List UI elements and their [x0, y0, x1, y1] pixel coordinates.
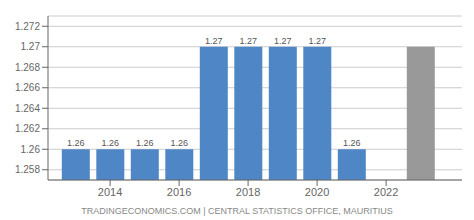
svg-text:2016: 2016 — [167, 186, 191, 198]
svg-text:1.27: 1.27 — [205, 36, 223, 46]
svg-text:1.27: 1.27 — [21, 41, 41, 52]
svg-text:1.26: 1.26 — [67, 138, 85, 148]
svg-text:2020: 2020 — [305, 186, 329, 198]
svg-text:1.262: 1.262 — [15, 123, 40, 134]
svg-text:1.26: 1.26 — [21, 144, 41, 155]
svg-text:2014: 2014 — [98, 186, 122, 198]
svg-text:1.264: 1.264 — [15, 103, 40, 114]
svg-text:2022: 2022 — [374, 186, 398, 198]
svg-text:1.272: 1.272 — [15, 21, 40, 32]
svg-text:1.27: 1.27 — [309, 36, 327, 46]
svg-text:1.268: 1.268 — [15, 62, 40, 73]
svg-text:1.26: 1.26 — [102, 138, 120, 148]
html-text:TRADINGECONOMICS.COM | CENTRAL: TRADINGECONOMICS.COM | CENTRAL STATISTIC… — [81, 206, 393, 216]
svg-text:1.26: 1.26 — [136, 138, 154, 148]
svg-text:1.258: 1.258 — [15, 164, 40, 175]
svg-text:1.27: 1.27 — [240, 36, 258, 46]
svg-text:2018: 2018 — [236, 186, 260, 198]
svg-text:1.26: 1.26 — [343, 138, 361, 148]
svg-text:1.27: 1.27 — [274, 36, 292, 46]
svg-text:1.266: 1.266 — [15, 82, 40, 93]
svg-text:1.26: 1.26 — [171, 138, 189, 148]
